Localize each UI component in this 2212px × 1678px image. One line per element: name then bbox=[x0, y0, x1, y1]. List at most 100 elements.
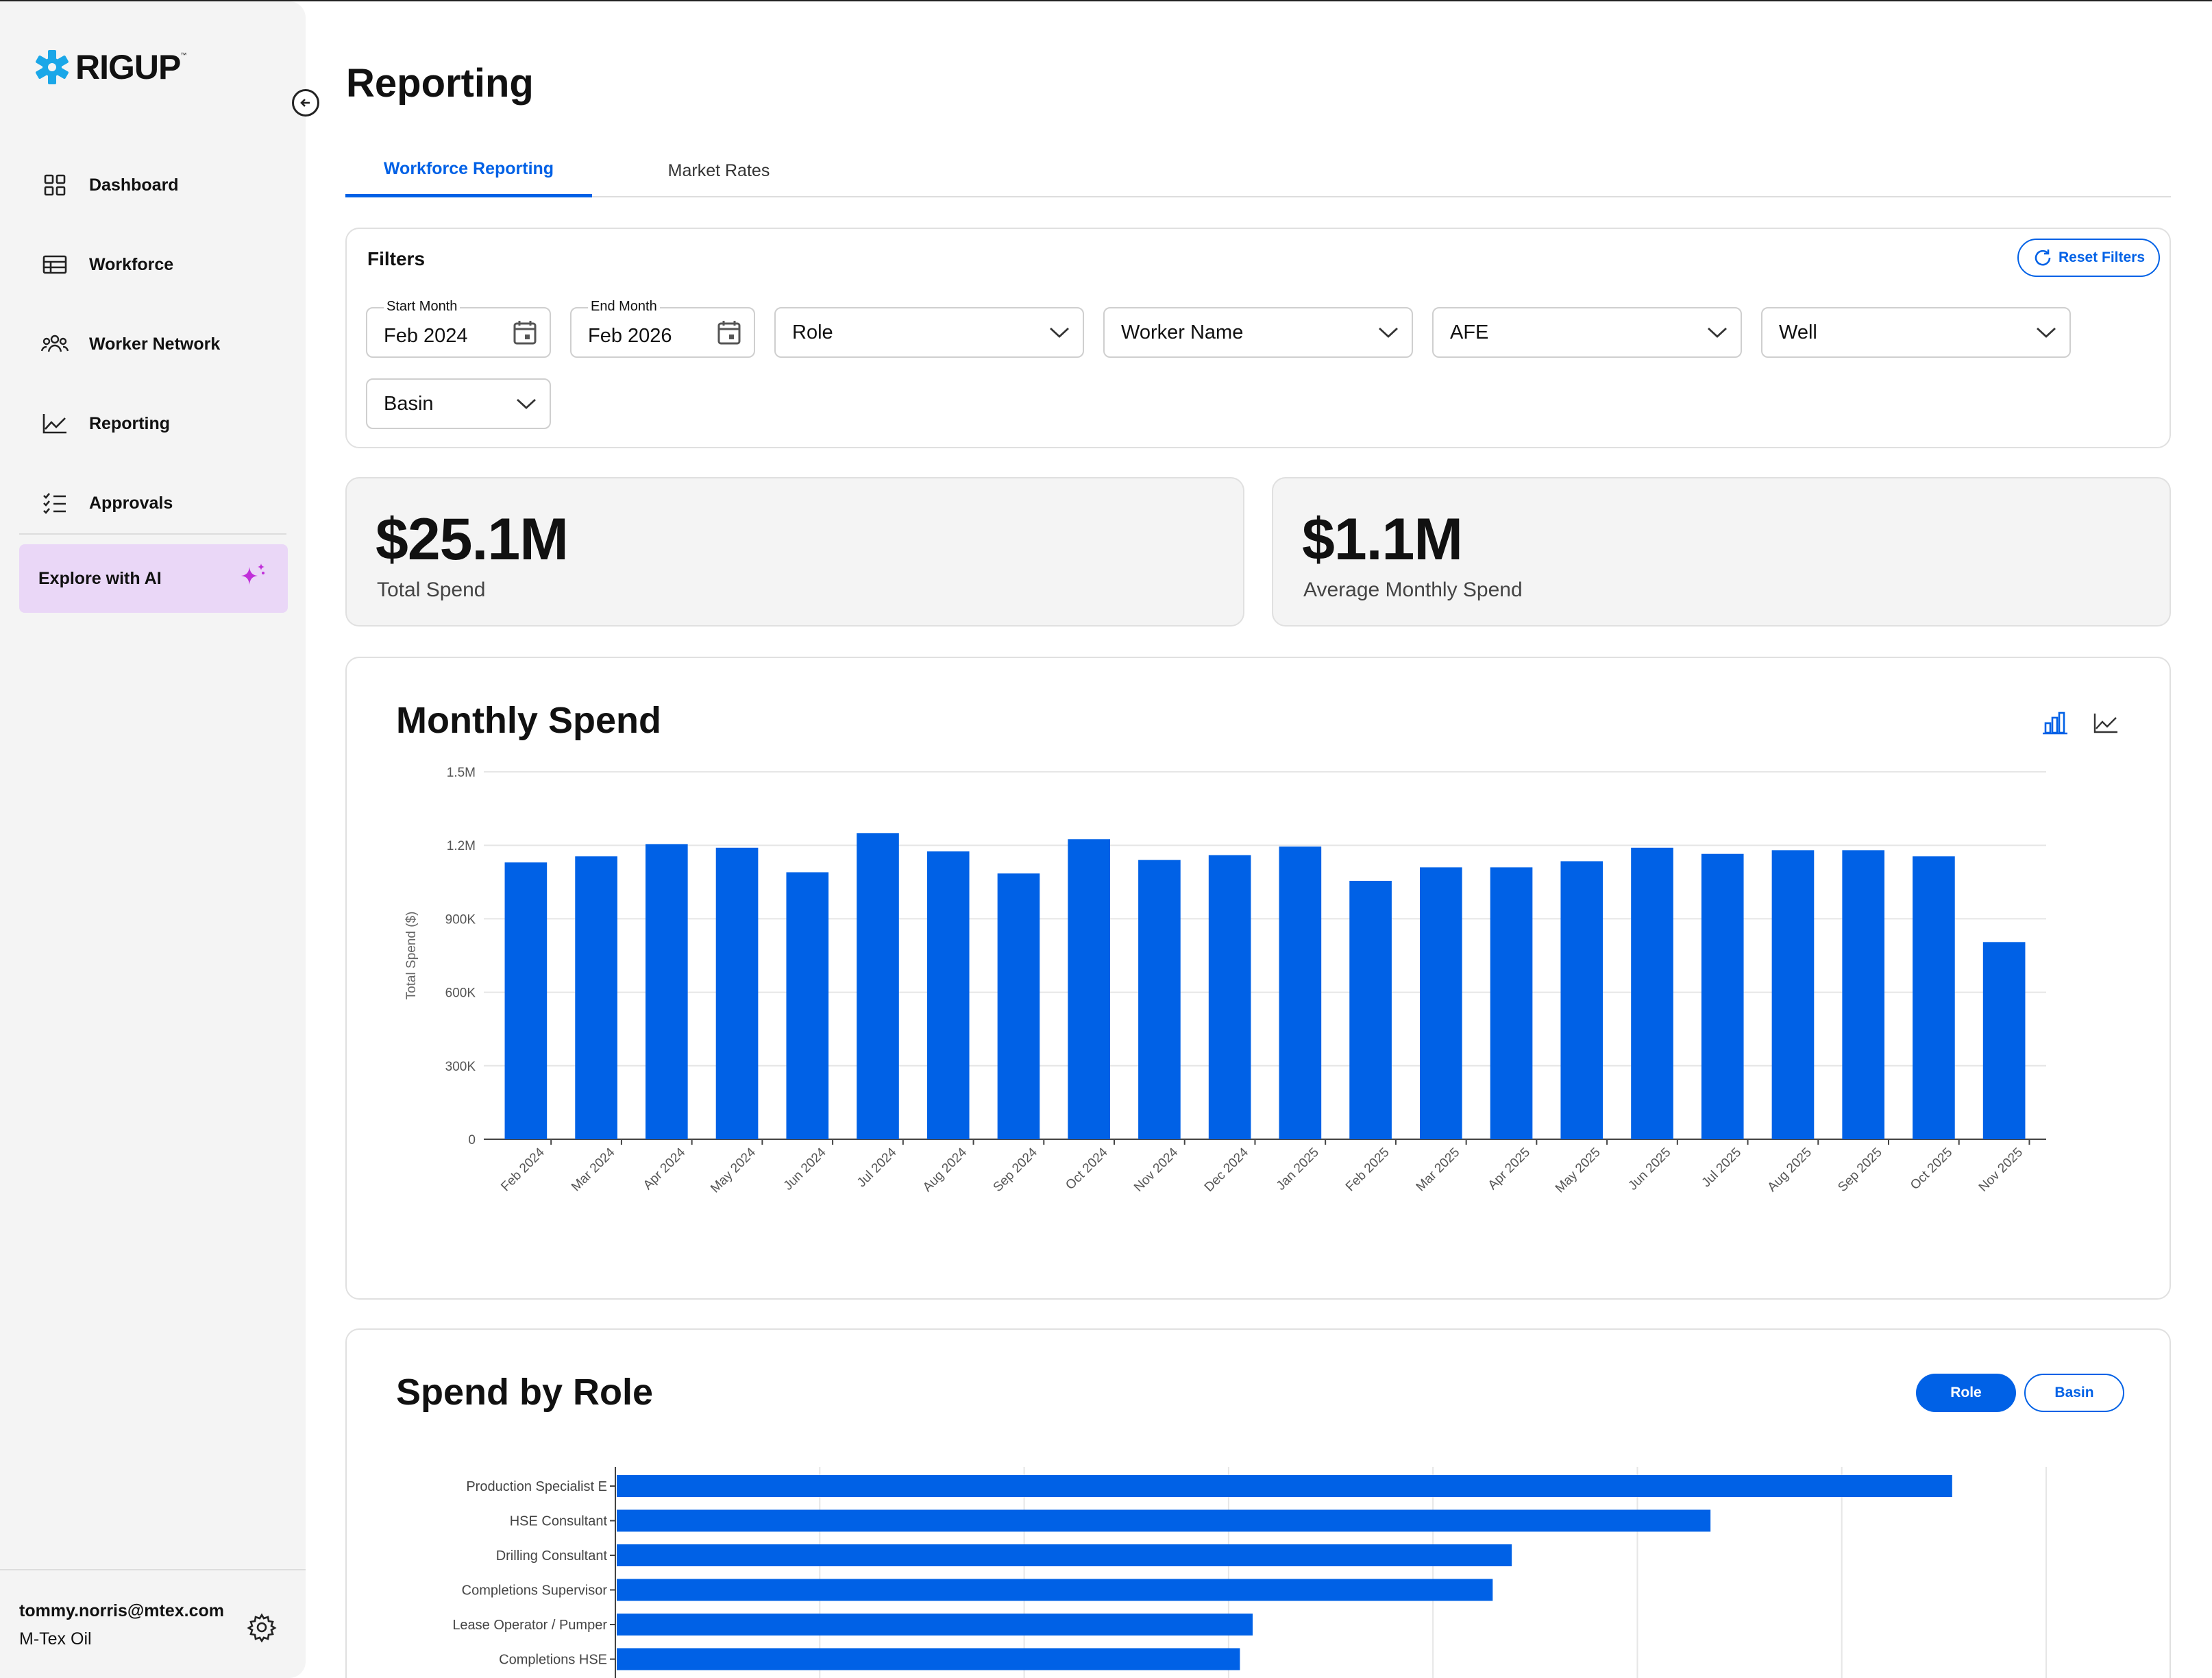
chevron-down-icon bbox=[515, 397, 537, 411]
sparkle-icon bbox=[237, 561, 269, 596]
basin-dropdown-value: Basin bbox=[384, 392, 434, 415]
reset-filters-button[interactable]: Reset Filters bbox=[2017, 239, 2160, 277]
bar bbox=[997, 873, 1040, 1139]
start-month-label: Start Month bbox=[384, 299, 460, 315]
toggle-basin-button[interactable]: Basin bbox=[2024, 1374, 2124, 1412]
bar-chart-view-button[interactable] bbox=[2039, 707, 2071, 739]
bar bbox=[1771, 850, 1815, 1139]
y-axis-title: Total Spend ($) bbox=[404, 912, 419, 1000]
tab-market-rates[interactable]: Market Rates bbox=[667, 160, 770, 180]
basin-dropdown[interactable]: Basin bbox=[366, 378, 551, 429]
afe-dropdown[interactable]: AFE bbox=[1432, 307, 1742, 358]
total-spend-value: $25.1M bbox=[376, 507, 569, 572]
arrow-left-icon bbox=[300, 99, 310, 107]
sidebar-divider bbox=[19, 533, 286, 535]
spend-by-role-card: Spend by Role Role Basin Production Spec… bbox=[345, 1328, 2171, 1678]
calendar-icon[interactable] bbox=[717, 319, 741, 345]
line-chart-view-button[interactable] bbox=[2090, 707, 2122, 739]
toggle-role-button[interactable]: Role bbox=[1916, 1374, 2016, 1412]
bar bbox=[715, 847, 759, 1139]
dashboard-icon bbox=[41, 171, 69, 199]
bar bbox=[1560, 861, 1603, 1139]
average-monthly-spend-label: Average Monthly Spend bbox=[1303, 579, 1523, 601]
start-month-value: Feb 2024 bbox=[384, 324, 468, 347]
end-month-label: End Month bbox=[588, 299, 660, 315]
rigup-gear-logo-icon bbox=[36, 50, 69, 84]
sidebar-item-dashboard[interactable]: Dashboard bbox=[19, 145, 288, 225]
explore-with-ai-button[interactable]: Explore with AI bbox=[19, 544, 288, 613]
bar bbox=[617, 1579, 1493, 1601]
y-tick-label: Completions HSE bbox=[499, 1653, 607, 1668]
collapse-sidebar-button[interactable] bbox=[292, 89, 319, 117]
report-tabs: Workforce Reporting Market Rates bbox=[345, 144, 2171, 197]
sidebar-item-reporting[interactable]: Reporting bbox=[19, 384, 288, 463]
tab-workforce-reporting[interactable]: Workforce Reporting bbox=[345, 144, 592, 197]
total-spend-label: Total Spend bbox=[377, 579, 486, 601]
y-tick-label: Completions Supervisor bbox=[462, 1583, 608, 1598]
sidebar-item-label: Reporting bbox=[89, 413, 171, 433]
y-tick-label: 300K bbox=[445, 1060, 476, 1074]
sidebar-item-approvals[interactable]: Approvals bbox=[19, 463, 288, 543]
y-tick-label: HSE Consultant bbox=[510, 1514, 608, 1529]
x-tick-label: Mar 2025 bbox=[1414, 1145, 1463, 1195]
x-tick-label: Feb 2024 bbox=[498, 1145, 548, 1194]
sidebar-item-worker-network[interactable]: Worker Network bbox=[19, 304, 288, 384]
brand-name: RIGUP bbox=[75, 48, 181, 86]
worker-name-dropdown-value: Worker Name bbox=[1121, 321, 1244, 343]
x-tick-label: Apr 2024 bbox=[641, 1145, 689, 1193]
filters-title: Filters bbox=[367, 248, 426, 269]
bar bbox=[617, 1614, 1253, 1636]
y-tick-label: 900K bbox=[445, 912, 476, 927]
x-tick-label: Sep 2025 bbox=[1835, 1145, 1884, 1195]
page-title: Reporting bbox=[346, 61, 534, 106]
well-dropdown-value: Well bbox=[1779, 321, 1817, 343]
refresh-icon bbox=[2035, 250, 2051, 266]
bar bbox=[786, 872, 829, 1139]
chart-type-toggle bbox=[2039, 707, 2122, 739]
bar bbox=[857, 833, 899, 1139]
chevron-down-icon bbox=[1048, 326, 1070, 339]
x-tick-label: Nov 2024 bbox=[1131, 1145, 1181, 1195]
y-tick-label: 1.2M bbox=[447, 839, 476, 853]
bar bbox=[1420, 867, 1462, 1139]
total-spend-card: $25.1M Total Spend bbox=[345, 477, 1244, 627]
trademark-mark: ™ bbox=[180, 51, 187, 58]
x-tick-label: Jan 2025 bbox=[1274, 1145, 1322, 1193]
y-tick-label: 1.5M bbox=[447, 766, 476, 780]
x-tick-label: Nov 2025 bbox=[1976, 1145, 2026, 1195]
x-tick-label: Jun 2024 bbox=[781, 1145, 829, 1193]
user-email: tommy.norris@mtex.com bbox=[19, 1601, 224, 1620]
bar bbox=[926, 851, 970, 1139]
calendar-icon[interactable] bbox=[513, 319, 537, 345]
bar bbox=[1701, 853, 1744, 1139]
user-divider bbox=[0, 1569, 306, 1570]
network-icon bbox=[41, 330, 69, 358]
average-monthly-spend-value: $1.1M bbox=[1302, 507, 1463, 572]
settings-gear-icon[interactable] bbox=[247, 1612, 277, 1643]
worker-name-dropdown[interactable]: Worker Name bbox=[1103, 307, 1413, 358]
reset-filters-label: Reset Filters bbox=[2058, 250, 2146, 265]
y-tick-label: 600K bbox=[445, 986, 476, 1001]
y-tick-label: Lease Operator / Pumper bbox=[452, 1618, 607, 1633]
start-month-field[interactable]: Start Month Feb 2024 bbox=[366, 299, 551, 358]
bar bbox=[617, 1544, 1512, 1566]
role-dropdown[interactable]: Role bbox=[774, 307, 1084, 358]
average-monthly-spend-card: $1.1M Average Monthly Spend bbox=[1272, 477, 2171, 627]
bar bbox=[617, 1648, 1240, 1670]
x-tick-label: Jul 2024 bbox=[855, 1145, 900, 1190]
bar bbox=[1842, 850, 1884, 1139]
end-month-value: Feb 2026 bbox=[588, 324, 672, 347]
bar bbox=[1138, 860, 1181, 1139]
monthly-spend-title: Monthly Spend bbox=[396, 700, 661, 741]
bar bbox=[617, 1509, 1711, 1532]
well-dropdown[interactable]: Well bbox=[1761, 307, 2071, 358]
sidebar-item-label: Workforce bbox=[89, 254, 174, 274]
end-month-field[interactable]: End Month Feb 2026 bbox=[570, 299, 755, 358]
bar bbox=[1068, 839, 1110, 1139]
table-icon bbox=[41, 251, 69, 278]
sidebar-item-workforce[interactable]: Workforce bbox=[19, 225, 288, 304]
brand-logo[interactable]: RIGUP ™ bbox=[34, 47, 186, 88]
x-tick-label: Oct 2025 bbox=[1908, 1145, 1955, 1193]
bar bbox=[1982, 942, 2026, 1139]
x-tick-label: Jul 2025 bbox=[1699, 1145, 1745, 1191]
